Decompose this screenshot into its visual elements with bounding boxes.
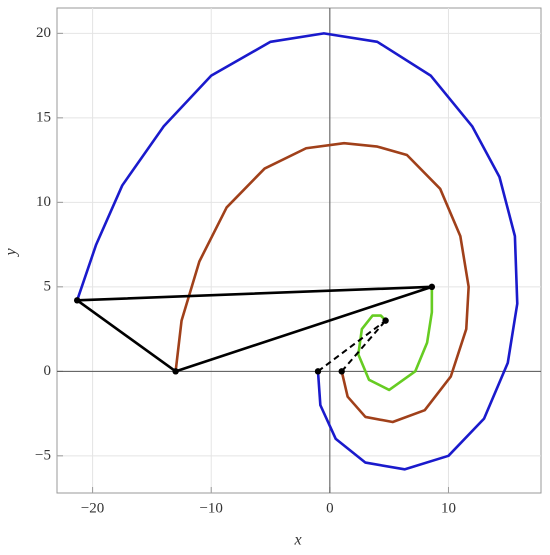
x-axis-label: x xyxy=(293,532,301,549)
y-tick-label: 5 xyxy=(44,278,52,294)
point xyxy=(73,297,81,304)
curve xyxy=(75,285,434,373)
curve xyxy=(340,319,387,372)
point xyxy=(172,368,179,375)
point xyxy=(314,368,322,375)
point xyxy=(428,283,436,291)
x-tick-label: 10 xyxy=(441,500,456,516)
curve xyxy=(317,319,387,373)
x-tick-label: 0 xyxy=(326,500,334,516)
y-tick-label: −5 xyxy=(35,447,51,463)
curve xyxy=(174,141,470,424)
y-tick-label: 10 xyxy=(36,194,51,210)
y-tick-label: 15 xyxy=(36,109,51,125)
y-axis-label: y xyxy=(3,248,20,258)
x-tick-label: −10 xyxy=(199,500,222,516)
plot-frame xyxy=(56,7,542,494)
point xyxy=(338,368,345,375)
curve xyxy=(75,32,519,471)
point xyxy=(382,317,389,324)
curve xyxy=(357,285,434,392)
x-tick-label: −20 xyxy=(81,500,104,516)
y-tick-label: 20 xyxy=(36,25,51,41)
y-tick-label: 0 xyxy=(44,363,52,379)
